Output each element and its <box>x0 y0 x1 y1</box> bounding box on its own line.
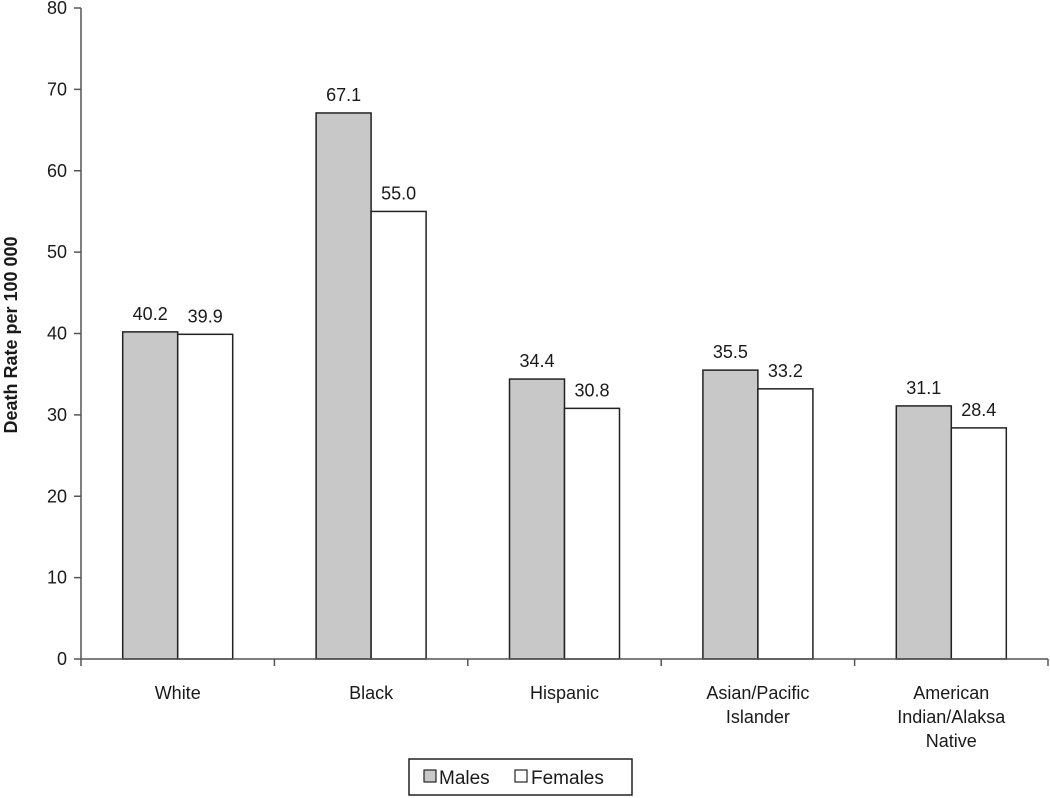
legend-label-females: Females <box>531 768 604 789</box>
x-category-label: American <box>913 683 989 703</box>
data-label: 31.1 <box>906 378 941 398</box>
data-label: 39.9 <box>188 306 223 326</box>
bars <box>121 112 1008 660</box>
x-category-label: Indian/Alaksa <box>897 707 1006 727</box>
x-category-label: Asian/Pacific <box>706 683 809 703</box>
y-tick-label: 40 <box>47 324 67 344</box>
y-axis-label: Death Rate per 100 000 <box>1 236 21 433</box>
data-label: 55.0 <box>381 183 416 203</box>
y-tick-label: 30 <box>47 405 67 425</box>
data-label: 40.2 <box>133 304 168 324</box>
legend: Males Females <box>408 758 633 796</box>
x-axis-categories: White Black Hispanic Asian/Pacific Islander A… <box>155 683 1007 751</box>
y-tick-label: 0 <box>57 649 67 669</box>
bar-males <box>702 369 759 660</box>
data-label: 67.1 <box>326 85 361 105</box>
legend-swatch-males <box>423 769 437 783</box>
bar-females <box>757 388 814 660</box>
y-tick-label: 10 <box>47 568 67 588</box>
bar-males <box>315 112 372 660</box>
data-label: 33.2 <box>768 361 803 381</box>
y-tick-label: 60 <box>47 161 67 181</box>
y-tick-label: 50 <box>47 242 67 262</box>
x-category-label: Islander <box>726 707 790 727</box>
x-category-label: Black <box>349 683 394 703</box>
y-tick-label: 70 <box>47 79 67 99</box>
bar-males <box>895 405 953 660</box>
legend-swatch-females <box>514 769 528 783</box>
y-tick-label: 20 <box>47 486 67 506</box>
data-label: 34.4 <box>519 351 554 371</box>
legend-label-males: Males <box>439 768 490 789</box>
bar-males <box>508 378 566 660</box>
bar-females <box>176 333 234 660</box>
x-category-label: Hispanic <box>530 683 599 703</box>
y-tick-label: 80 <box>47 0 67 18</box>
y-axis-ticks: 0 10 20 30 40 50 60 70 80 <box>47 0 81 669</box>
x-category-label: Native <box>926 731 977 751</box>
bar-females <box>563 407 621 660</box>
data-label: 30.8 <box>574 380 609 400</box>
bar-females <box>950 427 1008 660</box>
x-category-label: White <box>155 683 201 703</box>
data-label: 28.4 <box>961 400 996 420</box>
axes <box>80 8 1049 666</box>
data-labels: 40.2 39.9 67.1 55.0 34.4 30.8 35.5 33.2 31.1 28.4 <box>133 85 997 420</box>
bar-males <box>121 331 179 660</box>
data-label: 35.5 <box>713 342 748 362</box>
bar-females <box>370 210 427 660</box>
